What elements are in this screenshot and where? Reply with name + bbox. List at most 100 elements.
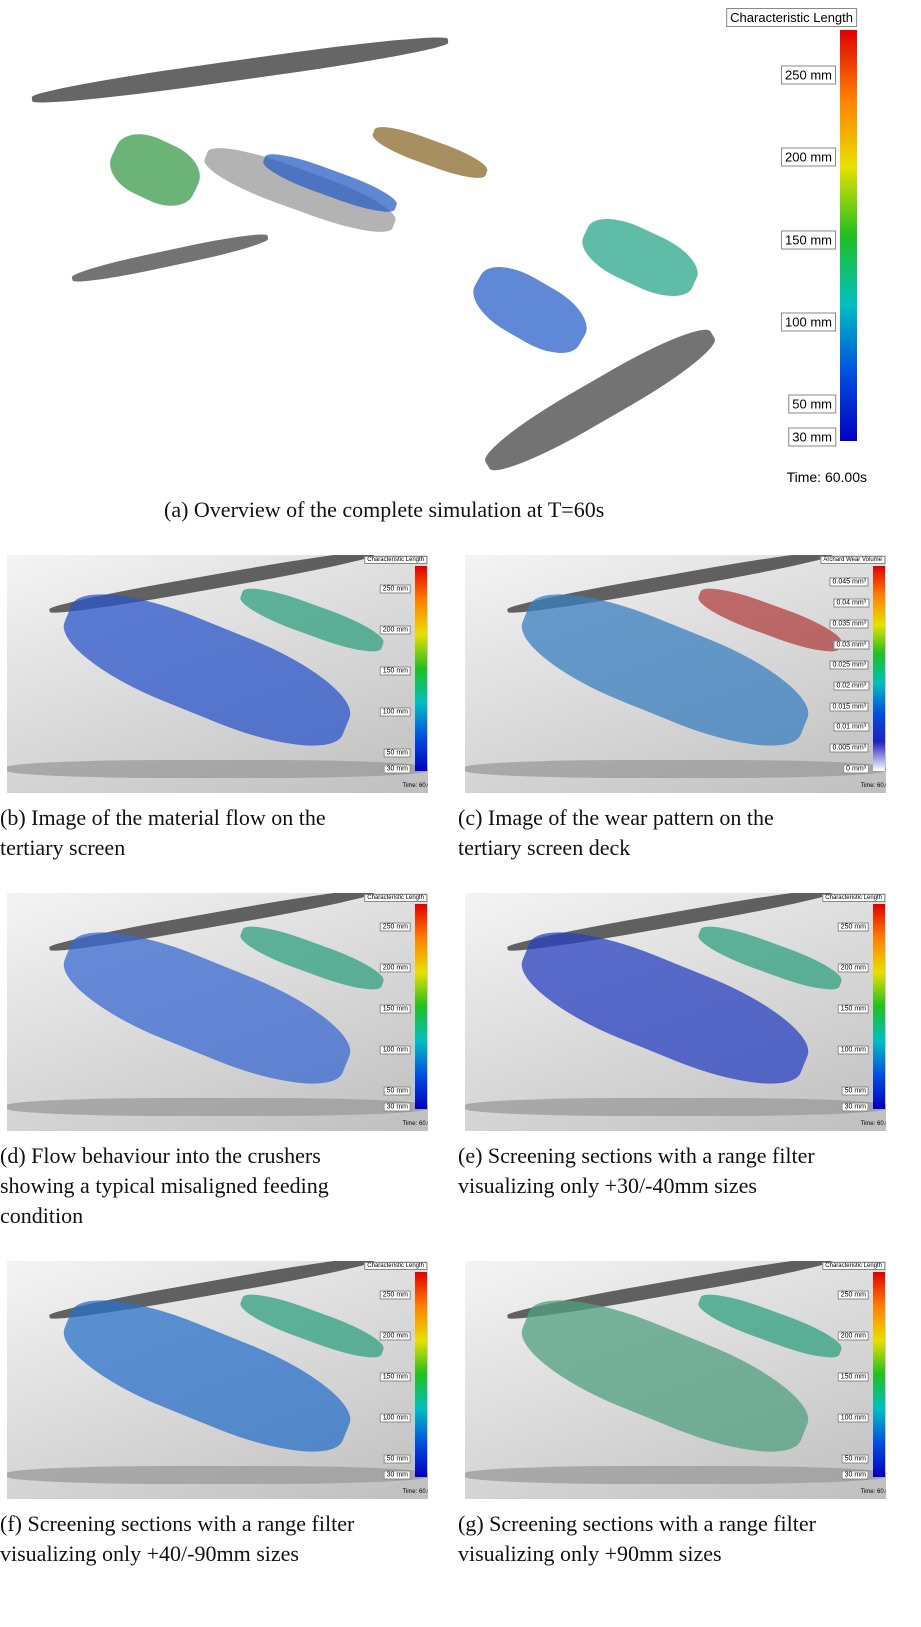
legend-label: 0.04 mm³ [833,599,869,608]
caption: showing a typical misaligned feeding [0,1173,329,1199]
caption: visualizing only +40/-90mm sizes [0,1541,299,1567]
time-label: Time: 60.00s [403,783,428,789]
caption: (f) Screening sections with a range filt… [0,1511,354,1537]
legend-label: 150 mm [380,1004,411,1013]
legend-label: 0.03 mm³ [833,640,869,649]
legend-label: 250 mm [838,1290,869,1299]
legend-label: 0 mm³ [843,764,869,773]
legend-label: 0.02 mm³ [833,682,869,691]
legend-label: 0.015 mm³ [830,702,869,711]
panel-image: Characteristic Length 250 mm 200 mm 150 mm 1… [465,893,886,1131]
legend-label: 50 mm [384,1086,411,1095]
color-bar [873,1272,885,1477]
caption: condition [0,1203,83,1229]
legend-label: 150 mm [838,1004,869,1013]
legend-label: 30 mm [788,427,836,446]
legend-label: 50 mm [842,1086,869,1095]
color-bar [415,1272,427,1477]
legend-label: 0.045 mm³ [830,578,869,587]
caption: (g) Screening sections with a range filt… [458,1511,816,1537]
legend-label: 30 mm [384,1102,411,1111]
legend-label: 100 mm [838,1045,869,1054]
caption: (c) Image of the wear pattern on the [458,805,774,831]
equipment [465,1466,886,1484]
time-label: Time: 60.00s [403,1121,428,1127]
legend-label: 100 mm [781,312,836,331]
caption: (b) Image of the material flow on the [0,805,326,831]
legend-label: 100 mm [380,707,411,716]
material [509,910,821,1106]
time-label: Time: 60.00s [787,469,867,485]
material [509,1278,821,1474]
color-bar [415,566,427,771]
color-bar [873,904,885,1109]
legend-label: 50 mm [788,395,836,414]
legend-title: Characteristic Length [822,1262,885,1270]
equipment [7,760,428,778]
legend-label: 30 mm [384,1470,411,1479]
caption: visualizing only +90mm sizes [458,1541,722,1567]
panel-image: Archard Wear Volume 0.045 mm³ 0.04 mm³ 0.03… [465,555,886,793]
legend-label: 0.005 mm³ [830,744,869,753]
legend-label: 250 mm [380,922,411,931]
legend-title: Characteristic Length [726,8,857,27]
legend-label: 150 mm [781,230,836,249]
color-bar [415,904,427,1109]
equipment [7,1466,428,1484]
caption: (d) Flow behaviour into the crushers [0,1143,321,1169]
panel-image: Characteristic Length 250 mm 200 mm 150 mm 1… [465,1261,886,1499]
material [51,1278,363,1474]
legend-title: Archard Wear Volume [820,556,885,564]
equipment [465,760,886,778]
legend-label: 50 mm [842,1454,869,1463]
overview-figure: Characteristic Length 250 mm 200 mm 150 mm 1… [0,0,921,490]
legend-label: 100 mm [838,1413,869,1422]
legend-label: 250 mm [838,922,869,931]
legend-title: Characteristic Length [364,556,427,564]
legend-title: Characteristic Length [364,894,427,902]
legend-label: 30 mm [842,1102,869,1111]
legend-label: 250 mm [380,584,411,593]
legend-label: 200 mm [838,963,869,972]
legend-label: 30 mm [384,764,411,773]
caption: visualizing only +30/-40mm sizes [458,1173,757,1199]
time-label: Time: 60.00s [861,783,886,789]
legend-label: 200 mm [380,625,411,634]
legend-label: 200 mm [380,1331,411,1340]
legend-label: 50 mm [384,748,411,757]
caption: (a) Overview of the complete simulation … [164,497,604,523]
caption: (e) Screening sections with a range filt… [458,1143,815,1169]
time-label: Time: 60.00s [861,1121,886,1127]
panel-image: Characteristic Length 250 mm 200 mm 150 mm 1… [7,555,428,793]
legend-label: 200 mm [380,963,411,972]
legend-label: 250 mm [781,66,836,85]
legend-label: 150 mm [838,1372,869,1381]
panel-image: Characteristic Length 250 mm 200 mm 150 mm 1… [7,1261,428,1499]
color-bar [873,566,885,771]
caption: tertiary screen deck [458,835,630,861]
material [51,910,363,1106]
panel-image: Characteristic Length 250 mm 200 mm 150 mm 1… [7,893,428,1131]
legend-label: 100 mm [380,1413,411,1422]
legend-label: 200 mm [781,148,836,167]
legend-label: 200 mm [838,1331,869,1340]
page: Characteristic Length 250 mm 200 mm 150 mm 1… [0,0,921,1627]
legend-label: 0.025 mm³ [830,661,869,670]
legend-label: 150 mm [380,666,411,675]
legend-label: 30 mm [842,1470,869,1479]
material [509,572,821,768]
legend-title: Characteristic Length [822,894,885,902]
legend-label: 250 mm [380,1290,411,1299]
color-bar [840,30,857,441]
equipment [7,1098,428,1116]
time-label: Time: 60.00s [861,1489,886,1495]
equipment [465,1098,886,1116]
legend-label: 0.01 mm³ [833,723,869,732]
time-label: Time: 60.00s [403,1489,428,1495]
caption: tertiary screen [0,835,125,861]
legend-label: 50 mm [384,1454,411,1463]
legend-label: 150 mm [380,1372,411,1381]
material [51,572,363,768]
legend-title: Characteristic Length [364,1262,427,1270]
legend-label: 100 mm [380,1045,411,1054]
